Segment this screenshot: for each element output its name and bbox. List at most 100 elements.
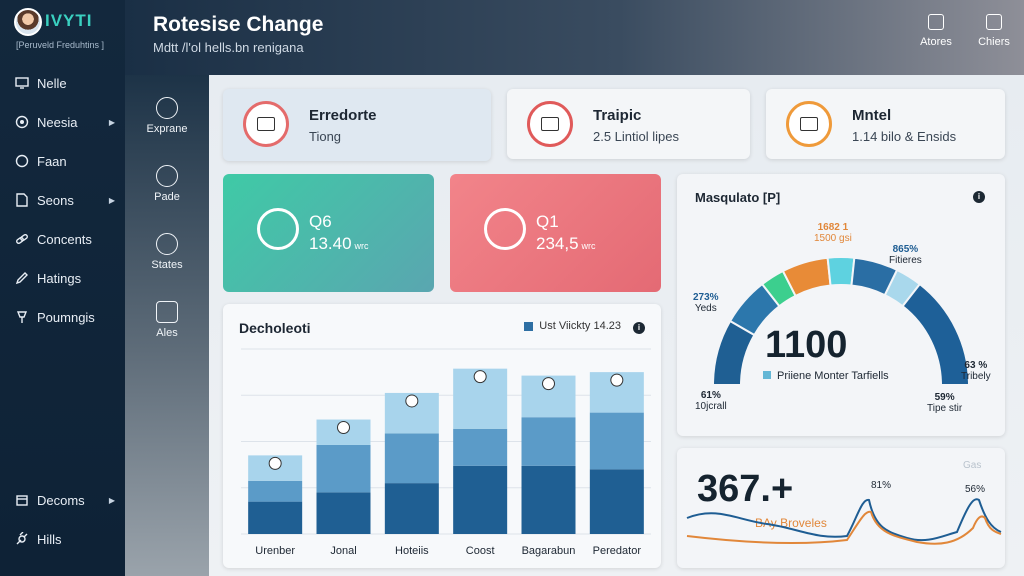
x-tick-label: Bagarabun (522, 545, 576, 557)
bar-marker-icon (542, 377, 555, 391)
rail-item-exprane[interactable]: Exprane (125, 97, 209, 151)
circle-icon (15, 154, 29, 168)
sidebar-item-nelle[interactable]: Nelle (0, 70, 125, 96)
legend-label: Ust Viickty 14.23 (539, 320, 621, 332)
rail-item-label: Pade (154, 191, 180, 203)
globe-icon (156, 233, 178, 255)
info-card-subtitle: Tiong (309, 129, 342, 144)
check-icon (257, 208, 299, 250)
lock-icon (156, 165, 178, 187)
sidebar: IVYTI [Peruveld Freduhtins ] Nelle Neesi… (0, 0, 125, 576)
gauge-label-left: 273% Yeds (693, 292, 719, 314)
sidebar-item-label: Nelle (37, 75, 67, 91)
chiers-button[interactable]: Chiers (969, 14, 1019, 48)
sidebar-item-hatings[interactable]: Hatings (0, 265, 125, 291)
trend-label: 56% (965, 484, 986, 495)
trend-card: 367.+ BAy Broveles 81% 56% Gas (677, 448, 1005, 568)
stat-card-q6[interactable]: Q6 13.40 wrc (223, 174, 434, 292)
bar-segment[interactable] (384, 483, 439, 534)
sidebar-item-decoms[interactable]: Decoms ▶ (0, 487, 125, 513)
sidebar-item-seons[interactable]: Seons ▶ (0, 187, 125, 213)
gauge-segment[interactable] (901, 282, 971, 386)
sidebar-item-label: Decoms (37, 492, 85, 508)
bar-marker-icon (610, 373, 624, 387)
gauge-label-text: Yeds (694, 303, 717, 314)
trend-label: 81% (871, 480, 892, 491)
chart-title: Decholeoti (239, 320, 311, 336)
info-icon[interactable]: i (633, 322, 645, 334)
stat-card-q1[interactable]: Q1 234,5 wrc (450, 174, 661, 292)
bar-segment[interactable] (316, 444, 371, 493)
bar-segment[interactable] (453, 428, 508, 466)
sidebar-item-poumngis[interactable]: Poumngis (0, 304, 125, 330)
bar-segment[interactable] (453, 465, 508, 534)
target-icon (15, 115, 29, 129)
trend-line-secondary (686, 510, 1002, 545)
caption-swatch (763, 371, 771, 379)
bar-chart: Urenber Jonal Hoteiis Coost Bagarabun Peredat… (241, 348, 651, 557)
gauge-title: Masqulato [P] (695, 190, 781, 205)
gauge-label-text: Fitieres (889, 255, 922, 266)
sidebar-item-concents[interactable]: Concents (0, 226, 125, 252)
sidebar-item-faan[interactable]: Faan (0, 148, 125, 174)
info-card-traipic[interactable]: Traipic 2.5 Lintiol lipes (507, 89, 750, 159)
stat-value: 13.40 wrc (309, 234, 369, 254)
header-button-label: Chiers (978, 36, 1010, 48)
grid-icon (928, 14, 944, 30)
keyboard-icon (527, 101, 573, 147)
chart-legend: Ust Viickty 14.23 (524, 320, 621, 332)
avatar[interactable] (14, 8, 42, 36)
bar-segment[interactable] (248, 480, 303, 502)
rail-item-pade[interactable]: Pade (125, 165, 209, 219)
sidebar-item-label: Seons (37, 192, 74, 208)
window-icon (156, 301, 178, 323)
gauge-segment[interactable] (826, 256, 856, 287)
sidebar-item-label: Poumngis (37, 309, 95, 325)
x-tick-label: Hoteiis (395, 545, 429, 557)
rail-item-ales[interactable]: Ales (125, 301, 209, 355)
page-title: Rotesise Change (153, 13, 324, 36)
legend-swatch (524, 321, 534, 331)
bar-segment[interactable] (384, 433, 439, 484)
power-icon (484, 208, 526, 250)
monitor-icon (15, 76, 29, 90)
bar-segment[interactable] (248, 501, 303, 534)
sidebar-item-label: Hatings (37, 270, 82, 286)
page-subtitle: Mdtt /l'ol hells.bn renigana (153, 40, 304, 55)
info-card-erredorte[interactable]: Erredorte Tiong (223, 89, 491, 161)
bar-segment[interactable] (589, 412, 644, 470)
gauge-label-value: 61% (700, 390, 721, 401)
gauge-label-bottomleft: 61% 10jcrall (695, 390, 727, 412)
bar-segment[interactable] (316, 492, 371, 534)
pen-icon (15, 271, 29, 285)
bar-marker-icon (405, 394, 419, 408)
bar-segment[interactable] (521, 465, 576, 534)
brand[interactable]: IVYTI [Peruveld Freduhtins ] (14, 6, 119, 56)
x-tick-label: Urenber (255, 545, 295, 557)
trend-subtitle: BAy Broveles (755, 516, 827, 530)
gauge-label-text: Tribely (961, 371, 991, 382)
info-card-title: Erredorte (309, 107, 377, 124)
info-card-subtitle: 2.5 Lintiol lipes (593, 129, 679, 144)
gauge-label-text: 10jcrall (695, 401, 727, 412)
atores-button[interactable]: Atores (911, 14, 961, 48)
sidebar-item-hills[interactable]: Hills (0, 526, 125, 552)
rail-item-states[interactable]: States (125, 233, 209, 287)
bar-segment[interactable] (589, 469, 644, 534)
info-icon[interactable]: i (973, 191, 985, 203)
x-tick-label: Peredator (593, 545, 642, 557)
info-card-mntel[interactable]: Mntel 1.14 bilo & Ensids (766, 89, 1005, 159)
pin-icon (15, 310, 29, 324)
gauge-card: Masqulato [P] i 1682 1 1500 gsi 865% Fitie… (677, 174, 1005, 436)
header-button-label: Atores (920, 36, 952, 48)
bar-marker-icon (337, 421, 350, 435)
info-card-title: Traipic (593, 107, 642, 124)
sidebar-item-neesia[interactable]: Neesia ▶ (0, 109, 125, 135)
chevron-right-icon: ▶ (108, 117, 115, 127)
gauge-label-bottomright: 59% Tipe stir (927, 392, 962, 414)
stat-label: Q6 (309, 212, 332, 231)
bar-segment[interactable] (521, 417, 576, 466)
stat-value-number: 234,5 (536, 234, 579, 253)
gauge-label-value: 59% (934, 392, 955, 403)
main-content: Erredorte Tiong Traipic 2.5 Lintiol lipe… (209, 75, 1024, 576)
